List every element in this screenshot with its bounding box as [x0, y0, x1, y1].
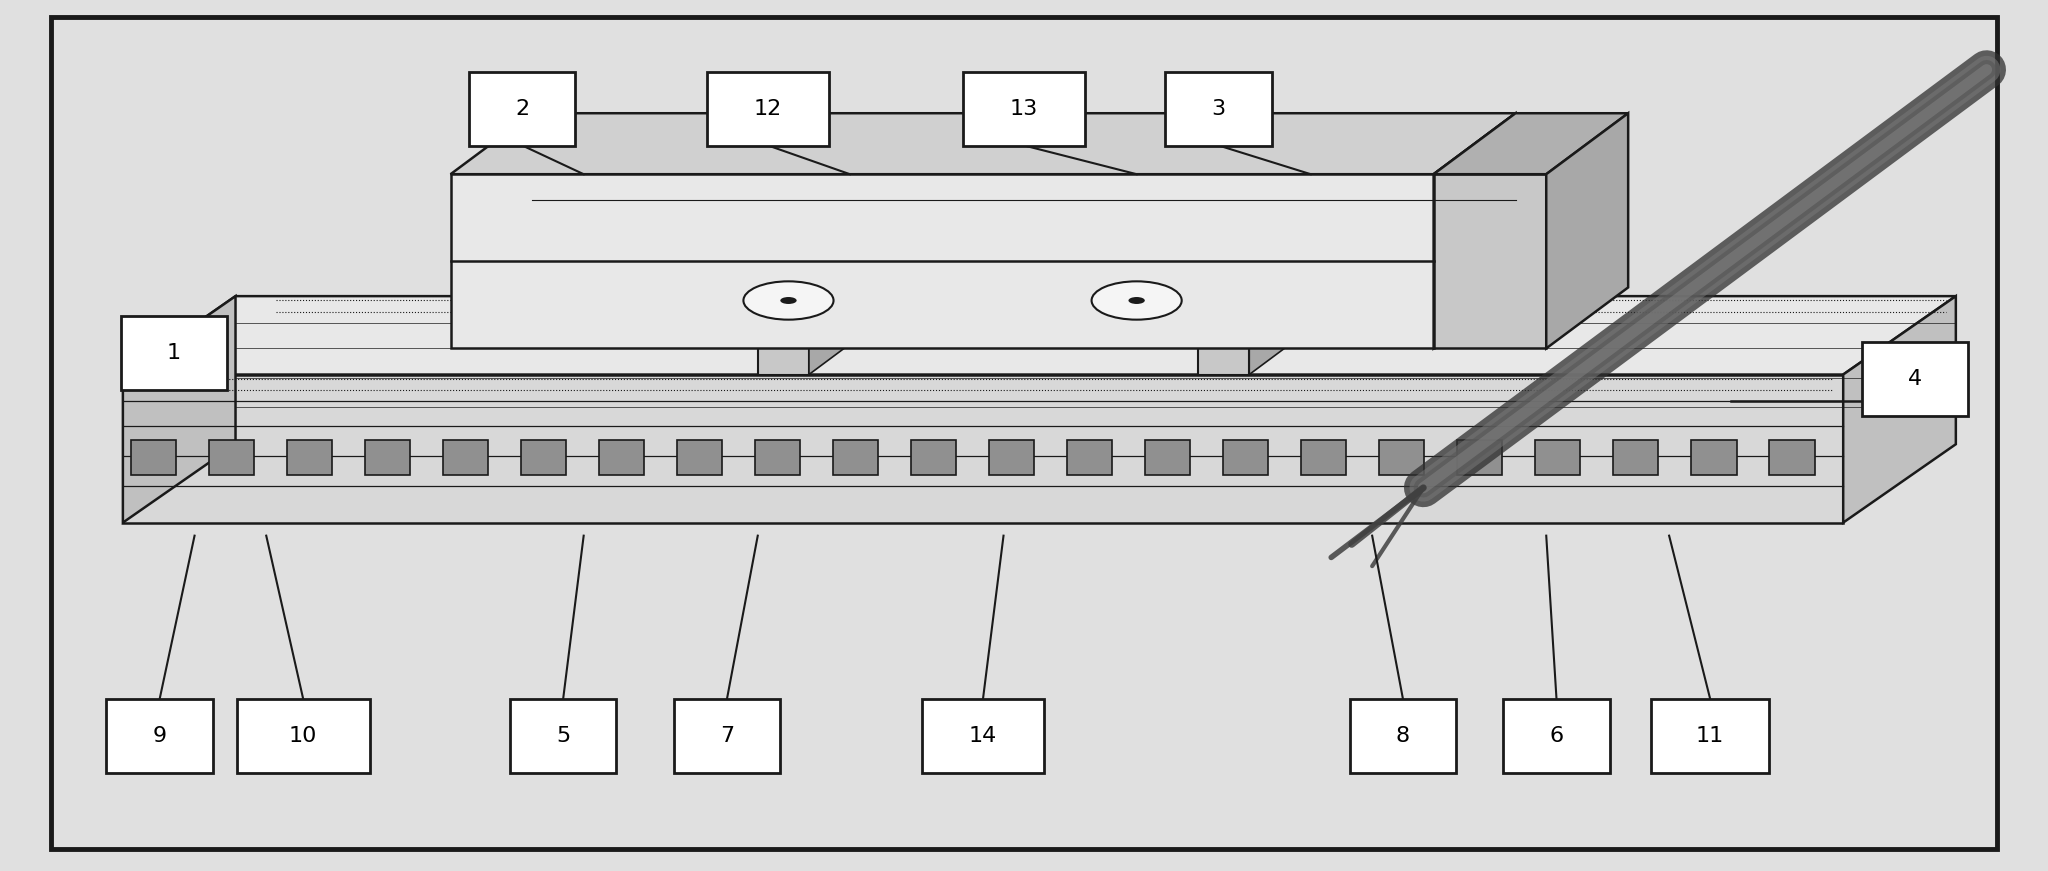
Polygon shape: [1843, 296, 1956, 523]
Polygon shape: [1434, 113, 1516, 348]
Text: 3: 3: [1212, 99, 1225, 118]
Bar: [1536, 440, 1581, 475]
Polygon shape: [123, 375, 1843, 523]
Bar: [1614, 440, 1659, 475]
Polygon shape: [1434, 113, 1628, 174]
Bar: [707, 72, 829, 146]
Text: 1: 1: [168, 343, 180, 362]
Bar: [989, 440, 1034, 475]
Polygon shape: [451, 174, 1434, 348]
Polygon shape: [123, 296, 1956, 375]
Bar: [1769, 440, 1815, 475]
Bar: [911, 440, 956, 475]
Text: 11: 11: [1696, 726, 1724, 746]
Text: 8: 8: [1397, 726, 1409, 746]
Text: 13: 13: [1010, 99, 1038, 118]
Bar: [469, 72, 575, 146]
Bar: [520, 440, 565, 475]
Bar: [1692, 440, 1737, 475]
Bar: [1380, 440, 1425, 475]
Bar: [1300, 440, 1346, 475]
Bar: [106, 699, 213, 773]
Polygon shape: [451, 113, 1516, 174]
Text: 14: 14: [969, 726, 997, 746]
Bar: [442, 440, 487, 475]
Bar: [963, 72, 1085, 146]
Bar: [510, 699, 616, 773]
Bar: [1165, 72, 1272, 146]
Polygon shape: [1434, 174, 1546, 348]
Bar: [1350, 699, 1456, 773]
Bar: [600, 440, 645, 475]
Bar: [1198, 348, 1249, 375]
Polygon shape: [1546, 113, 1628, 348]
Bar: [834, 440, 879, 475]
Text: 12: 12: [754, 99, 782, 118]
Text: 4: 4: [1909, 369, 1921, 388]
Bar: [758, 348, 809, 375]
Text: 6: 6: [1550, 726, 1563, 746]
Polygon shape: [123, 296, 236, 523]
Text: 7: 7: [721, 726, 733, 746]
Text: 10: 10: [289, 726, 317, 746]
Circle shape: [780, 297, 797, 304]
Bar: [1651, 699, 1769, 773]
Text: 2: 2: [516, 99, 528, 118]
Bar: [674, 699, 780, 773]
Circle shape: [1128, 297, 1145, 304]
Polygon shape: [809, 312, 858, 375]
Circle shape: [1092, 281, 1182, 320]
Bar: [1223, 440, 1268, 475]
Circle shape: [743, 281, 834, 320]
Text: 5: 5: [557, 726, 569, 746]
Bar: [365, 440, 410, 475]
Bar: [131, 440, 176, 475]
Bar: [121, 316, 227, 390]
Bar: [236, 699, 369, 773]
Bar: [1145, 440, 1190, 475]
Bar: [922, 699, 1044, 773]
Bar: [209, 440, 254, 475]
Polygon shape: [1249, 312, 1298, 375]
Bar: [1503, 699, 1610, 773]
Bar: [1067, 440, 1112, 475]
Text: 9: 9: [154, 726, 166, 746]
Bar: [756, 440, 801, 475]
Bar: [1458, 440, 1503, 475]
Bar: [287, 440, 332, 475]
Bar: [678, 440, 723, 475]
Bar: [1862, 342, 1968, 416]
